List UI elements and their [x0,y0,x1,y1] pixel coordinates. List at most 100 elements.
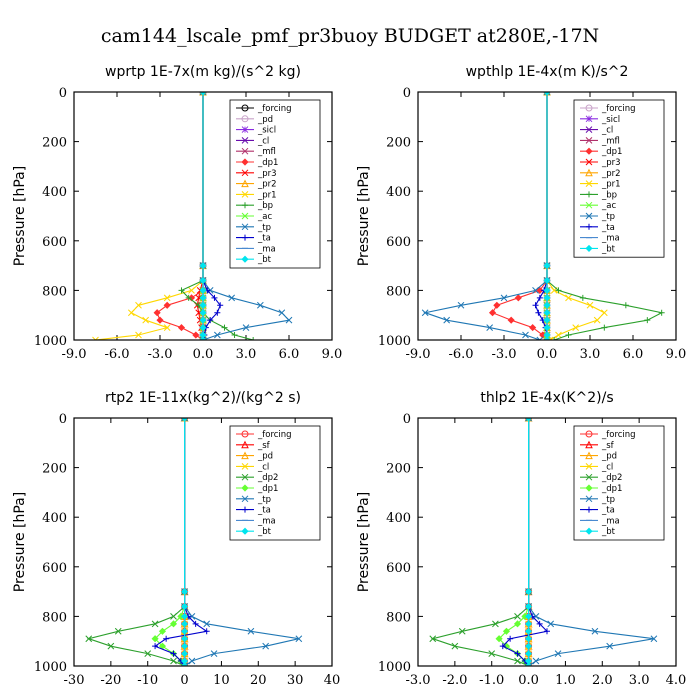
legend-label: _pr2 [601,169,621,179]
legend-label: _pd [257,115,273,125]
y-axis-label: Pressure [hPa] [12,166,28,266]
data-point [247,627,255,635]
data-point [572,324,580,331]
legend-label: _bp [257,201,273,211]
data-point [170,650,177,657]
data-point [181,627,189,635]
legend-entry: _tp [236,495,271,505]
series-tp [421,92,551,340]
y-tick-label: 0 [59,412,67,427]
legend-entry: _cl [580,126,613,136]
series-line [498,418,530,666]
data-point [199,92,207,96]
legend-marker [585,180,593,187]
legend-marker [241,104,249,112]
legend-entry: _ta [580,223,615,233]
legend-label: _ma [601,234,620,244]
legend-entry: _dp2 [580,473,622,483]
data-point [622,302,629,309]
data-point [256,301,264,309]
legend-marker [585,463,593,470]
data-point [228,294,236,302]
legend-label: _dp1 [257,158,278,168]
y-tick-label: 400 [386,511,411,526]
series-line [423,92,548,340]
y-tick-label: 200 [42,462,67,477]
data-point [544,628,550,635]
legend-marker [241,223,249,231]
legend-entry: _ta [580,506,615,516]
legend-label: _bt [601,244,616,254]
legend-entry: _sicl [236,126,276,136]
data-point [158,627,167,635]
data-point [536,336,544,340]
legend-label: _dp1 [601,484,622,494]
x-tick-label: -6.0 [104,347,129,362]
y-tick-label: 0 [403,412,411,427]
data-point [500,294,508,302]
legend-marker [585,115,593,123]
legend-marker [241,440,249,449]
legend-label: _ta [601,506,615,516]
legend-marker [585,168,593,177]
legend-marker [241,473,249,481]
data-point [493,301,501,309]
legend-label: _cl [601,126,613,136]
data-point [262,642,270,650]
data-point [514,613,521,620]
data-point [221,324,228,331]
y-tick-label: 1000 [34,334,67,349]
data-point [514,657,521,665]
data-point [525,602,533,611]
x-tick-label: -20 [100,673,121,688]
legend-label: _ta [257,506,271,516]
plot-frame [417,91,677,341]
legend-marker [585,147,593,155]
legend-marker [585,495,593,503]
data-point [586,301,594,309]
data-point [488,650,496,657]
legend-entry: _ta [236,506,271,516]
y-tick-label: 400 [42,185,67,200]
legend-marker [241,126,249,133]
y-tick-label: 0 [403,86,411,101]
data-point [525,650,533,658]
x-tick-label: 0.0 [193,347,214,362]
series-dp2 [85,418,188,666]
data-point [199,262,207,270]
y-axis-label: Pressure [hPa] [356,492,372,592]
x-tick-label: -2.0 [442,673,467,688]
series-line [430,418,530,666]
legend-label: _ac [257,212,272,222]
data-point [543,262,551,270]
data-point [207,317,214,324]
legend-label: _cl [601,462,613,472]
legend-label: _dp1 [257,484,278,494]
legend-marker [585,527,593,535]
data-point [543,286,551,294]
data-point [543,316,551,324]
data-point [210,650,218,657]
data-point [555,287,562,294]
data-point [181,650,189,658]
legend-label: _bt [257,527,272,537]
data-point [525,418,533,422]
data-point [181,612,189,620]
data-point [213,331,221,339]
data-point [135,331,142,339]
legend-marker [586,223,592,230]
legend-entry: _dp1 [236,484,278,494]
legend-entry: _bt [580,244,616,254]
data-point [285,316,293,324]
data-point [181,588,189,596]
data-point [514,294,522,302]
data-point [554,650,562,657]
legend-entry: _forcing [580,430,636,440]
legend-marker [585,484,593,492]
data-point [163,294,171,302]
data-point [203,628,210,635]
x-tick-label: 4.0 [666,673,687,688]
legend-marker [242,202,248,209]
data-point [278,309,286,317]
y-tick-label: 200 [386,136,411,151]
